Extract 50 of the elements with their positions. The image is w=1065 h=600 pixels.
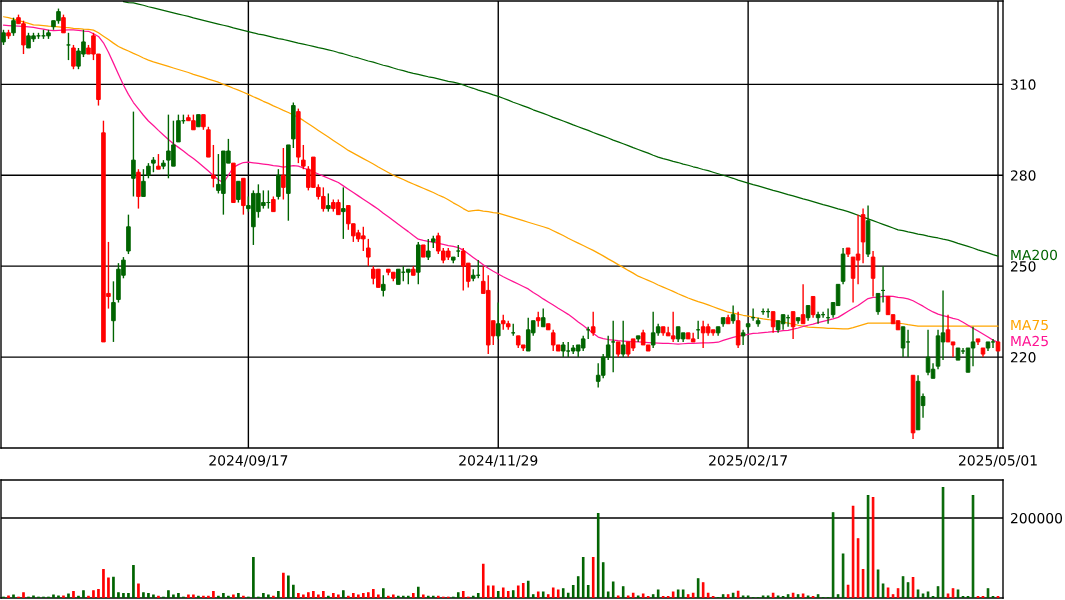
candlestick [281, 147, 286, 201]
candlestick [610, 320, 616, 373]
candlestick [426, 238, 431, 261]
candlestick [301, 144, 306, 170]
y-tick-label: 250 [1010, 261, 1036, 272]
candlestick [790, 310, 796, 340]
candlestick [211, 144, 216, 189]
y-tick-label: 200000 [1010, 512, 1063, 524]
y-tick-label: 220 [1010, 352, 1036, 363]
candlestick [590, 310, 596, 337]
candlestick [11, 16, 16, 37]
candlestick [326, 192, 331, 213]
candlestick [276, 168, 281, 201]
candlestick [236, 180, 241, 204]
candlestick [341, 186, 346, 240]
candlestick [730, 304, 736, 325]
candlestick [870, 250, 876, 298]
candlestick [770, 310, 776, 334]
y-tick-label: 280 [1010, 170, 1036, 181]
candlestick [945, 313, 951, 343]
candlestick [111, 280, 116, 343]
y-tick-label: 310 [1011, 79, 1036, 90]
candlestick [800, 283, 806, 325]
candlestick [61, 13, 66, 34]
candlestick [990, 338, 996, 349]
series-label: MA200 [1011, 249, 1058, 261]
candlestick [925, 329, 931, 376]
candlestick [815, 310, 821, 325]
candlestick [900, 326, 906, 358]
candlestick [71, 44, 76, 70]
candlestick [540, 307, 546, 328]
candlestick [495, 301, 501, 340]
line-series [122, 1, 999, 257]
candlestick [381, 274, 386, 298]
candlestick [740, 329, 746, 346]
x-tick-label: 2025/05/01 [958, 455, 1037, 467]
x-tick-label: 2024/09/17 [209, 455, 288, 467]
candlestick [905, 329, 911, 358]
candlestick [366, 238, 371, 267]
candlestick [141, 168, 146, 198]
series-label: MA75 [1011, 319, 1048, 331]
candlestick [176, 113, 181, 143]
x-tick-label: 2024/11/29 [459, 455, 538, 467]
candlestick [810, 295, 816, 319]
candlestick [670, 310, 676, 343]
candlestick [131, 110, 136, 198]
candlestick [855, 213, 861, 286]
series-label: MA25 [1011, 335, 1048, 347]
candlestick [620, 320, 626, 358]
x-tick-label: 2025/02/17 [709, 455, 787, 467]
